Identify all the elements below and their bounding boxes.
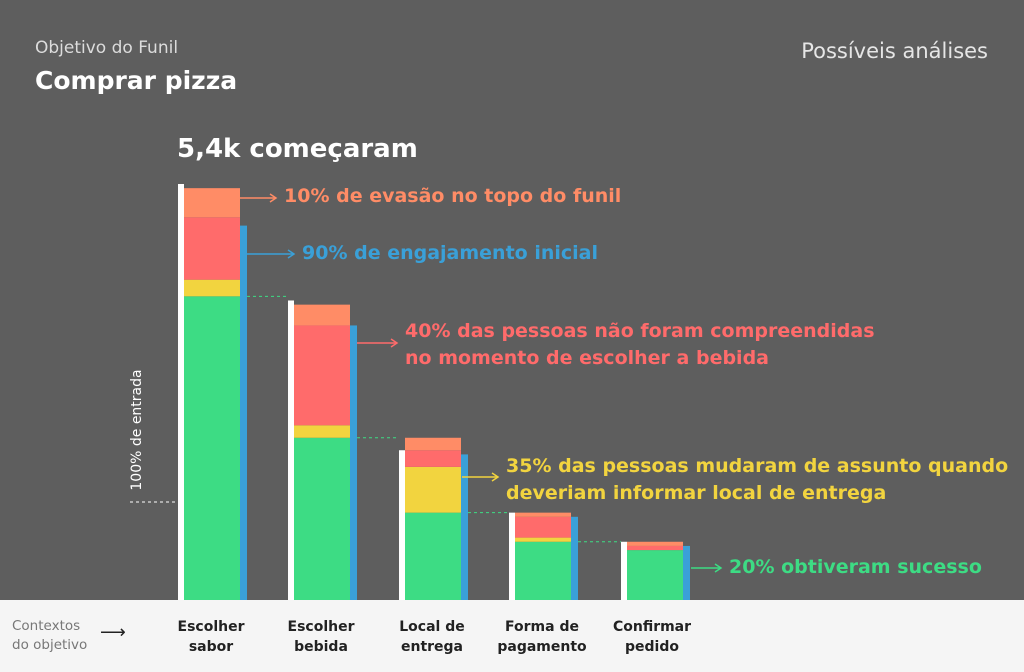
annotation-line-1: 35% das pessoas mudaram de assunto quand… [506, 455, 1009, 477]
bar-segment-confirmar-pedido-0 [627, 550, 683, 600]
annotation-drink-misunderstood: 40% das pessoas não foram compreendidas … [405, 318, 875, 372]
bar-segment-forma-de-pagamento-1 [515, 537, 571, 542]
arrow-misunderstood-head-icon [390, 338, 399, 348]
engaged-bar-confirmar-pedido [683, 545, 690, 600]
category-label-escolher-sabor: Escolher sabor [177, 619, 245, 655]
arrow-success-head-icon [714, 563, 723, 573]
bar-segment-escolher-bebida-2 [294, 325, 350, 426]
bar-segment-escolher-sabor-1 [184, 279, 240, 297]
annotation-text: 20% obtiveram sucesso [729, 556, 982, 578]
annotation-top-dropout: 10% de evasão no topo do funil [284, 183, 621, 210]
page-title: Comprar pizza [35, 66, 238, 95]
bar-segment-local-de-entrega-1 [405, 466, 461, 513]
arrow-dropout-head-icon [269, 193, 278, 203]
footer-bar [0, 600, 1024, 672]
bar-segment-forma-de-pagamento-2 [515, 516, 571, 538]
annotation-initial-engagement: 90% de engajamento inicial [302, 240, 598, 267]
engaged-bar-escolher-sabor [240, 225, 247, 600]
engaged-bar-local-de-entrega [461, 454, 468, 600]
bar-segment-local-de-entrega-3 [405, 437, 461, 451]
annotation-text: 10% de evasão no topo do funil [284, 185, 622, 207]
annotation-success: 20% obtiveram sucesso [729, 554, 982, 581]
funnel-chart [130, 184, 723, 600]
bar-segment-confirmar-pedido-2 [627, 545, 683, 551]
arrow-topic-change-head-icon [491, 472, 500, 482]
category-label-escolher-bebida: Escolher bebida [287, 619, 355, 655]
bar-segment-escolher-bebida-3 [294, 304, 350, 326]
contexts-label-line-1: Contextos [12, 618, 81, 634]
total-bar-escolher-sabor [178, 184, 184, 600]
bar-segment-escolher-sabor-0 [184, 296, 240, 600]
total-bar-confirmar-pedido [621, 541, 627, 600]
engaged-bar-escolher-bebida [350, 325, 357, 600]
annotation-line-2: no momento de escolher a bebida [405, 347, 769, 369]
category-label-confirmar-pedido: Confirmar pedido [612, 619, 692, 655]
category-label-local-de-entrega: Local de entrega [399, 619, 465, 655]
total-bar-escolher-bebida [288, 300, 294, 600]
analysis-heading: Possíveis análises [801, 39, 988, 63]
annotation-text: 90% de engajamento inicial [302, 242, 598, 264]
bar-segment-local-de-entrega-2 [405, 450, 461, 467]
annotation-line-1: 40% das pessoas não foram compreendidas [405, 320, 875, 342]
bar-segment-forma-de-pagamento-3 [515, 512, 571, 517]
bar-segment-escolher-bebida-1 [294, 425, 350, 438]
arrow-engagement-head-icon [287, 249, 296, 259]
bar-segment-escolher-bebida-0 [294, 437, 350, 600]
chart-panel [0, 0, 1024, 600]
total-bar-forma-de-pagamento [509, 512, 515, 600]
bar-segment-local-de-entrega-0 [405, 512, 461, 600]
bar-segment-confirmar-pedido-3 [627, 541, 683, 546]
annotation-location-topic-change: 35% das pessoas mudaram de assunto quand… [506, 453, 1008, 507]
bar-segment-escolher-sabor-2 [184, 217, 240, 280]
contexts-label-line-2: do objetivo [12, 637, 88, 653]
contexts-label: Contextos do objetivo [12, 617, 87, 655]
bar-segment-escolher-sabor-3 [184, 188, 240, 218]
chart-title: 5,4k começaram [177, 134, 418, 164]
right-arrow-icon: ⟶ [100, 622, 126, 643]
engaged-bar-forma-de-pagamento [571, 516, 578, 600]
total-bar-local-de-entrega [399, 450, 405, 600]
annotation-line-2: deveriam informar local de entrega [506, 482, 887, 504]
funnel-objective-label: Objetivo do Funil [35, 38, 179, 58]
bar-segment-forma-de-pagamento-0 [515, 541, 571, 600]
category-label-forma-de-pagamento: Forma de pagamento [497, 619, 587, 655]
